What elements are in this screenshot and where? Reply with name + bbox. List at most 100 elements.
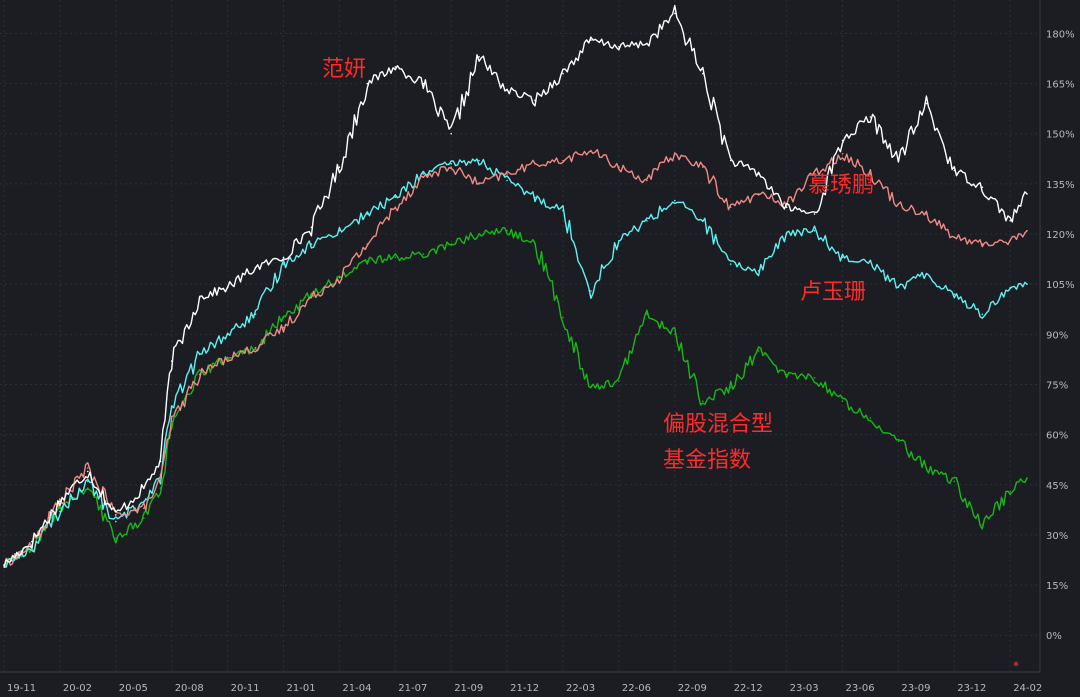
series-point-0	[646, 42, 648, 45]
x-tick-label: 22-12	[734, 683, 763, 694]
series-point-1	[702, 166, 704, 168]
series-point-0	[115, 514, 117, 516]
series-point-2	[757, 270, 760, 272]
series-point-3	[422, 253, 425, 255]
series-point-3	[450, 243, 453, 245]
grid	[0, 0, 1040, 672]
x-tick-label: 21-09	[454, 683, 483, 694]
series-point-1	[729, 206, 732, 209]
series-point-1	[1009, 239, 1011, 242]
series-point-2	[953, 293, 956, 296]
series-point-3	[59, 507, 61, 510]
series-point-1	[674, 153, 676, 155]
series-point-2	[618, 239, 620, 242]
series-point-2	[785, 233, 788, 235]
series-point-3	[841, 400, 844, 403]
series-point-2	[422, 173, 425, 175]
series-point-3	[674, 333, 676, 336]
series-point-0	[785, 206, 788, 209]
x-tick-label: 23-12	[957, 683, 986, 694]
series-point-3	[506, 229, 508, 232]
series-point-1	[757, 193, 760, 195]
series-point-0	[590, 39, 592, 41]
series-point-0	[87, 470, 89, 473]
series-point-3	[115, 537, 117, 540]
series-point-2	[813, 229, 816, 232]
series-point-1	[506, 173, 508, 175]
series-point-1	[646, 179, 648, 182]
series-point-0	[813, 213, 816, 215]
series-point-0	[757, 173, 760, 175]
label-index-line1: 偏股混合型	[663, 412, 773, 437]
series-point-1	[254, 346, 257, 349]
series-point-3	[159, 487, 162, 489]
x-tick-label: 20-08	[175, 683, 204, 694]
series-point-0	[310, 226, 313, 229]
series-point-3	[953, 480, 956, 483]
series-point-2	[925, 273, 928, 275]
series-point-3	[143, 517, 145, 519]
series-point-3	[757, 350, 760, 352]
series-point-1	[813, 173, 816, 175]
series-point-2	[338, 229, 341, 232]
series-point-1	[143, 507, 145, 510]
x-tick-label: 20-11	[231, 683, 260, 694]
series-point-1	[618, 166, 620, 168]
series-point-0	[506, 89, 508, 92]
series-point-2	[450, 163, 453, 165]
label-lu: 卢玉珊	[800, 280, 866, 305]
series-point-2	[506, 179, 508, 182]
series-point-2	[198, 353, 201, 356]
y-tick-label: 60%	[1046, 431, 1068, 442]
series-point-2	[534, 196, 536, 199]
series-point-1	[841, 153, 844, 155]
series-point-0	[226, 286, 229, 289]
x-tick-label: 24-02	[1013, 683, 1042, 694]
series-point-2	[310, 243, 313, 245]
series-point-3	[702, 400, 704, 403]
series-point-2	[590, 290, 592, 292]
y-tick-label: 45%	[1046, 481, 1068, 492]
y-tick-label: 0%	[1046, 631, 1062, 642]
series-point-1	[897, 203, 900, 205]
corner-marker: *	[1013, 659, 1019, 673]
x-tick-label: 23-06	[846, 683, 875, 694]
series-point-0	[422, 82, 425, 85]
series-point-2	[897, 286, 900, 289]
series-point-0	[3, 564, 5, 566]
series-point-3	[925, 467, 928, 469]
series-point-0	[953, 169, 956, 172]
series-point-0	[170, 360, 173, 362]
series-point-2	[869, 260, 872, 262]
series-point-3	[1009, 490, 1011, 493]
series-point-1	[87, 467, 89, 469]
series-point-2	[1026, 283, 1028, 286]
series-point-2	[702, 219, 704, 222]
series-line-0	[3, 4, 1028, 568]
series-point-0	[254, 266, 257, 269]
series-point-0	[478, 56, 480, 58]
series-point-3	[813, 377, 816, 379]
series-point-3	[1026, 477, 1028, 479]
series-point-3	[534, 243, 536, 245]
series-line-2	[3, 158, 1028, 568]
series-point-3	[729, 387, 732, 389]
series-point-2	[170, 407, 173, 409]
y-tick-label: 15%	[1046, 581, 1068, 592]
series-point-2	[729, 263, 732, 265]
y-tick-label: 90%	[1046, 330, 1068, 341]
series-point-1	[534, 163, 536, 165]
series-point-0	[59, 500, 61, 503]
series-point-2	[646, 219, 648, 222]
series-point-0	[394, 66, 397, 68]
label-index-line2: 基金指数	[663, 448, 751, 473]
series-point-2	[394, 196, 397, 199]
series-point-3	[366, 260, 369, 262]
x-tick-label: 21-12	[510, 683, 539, 694]
x-tick-label: 23-03	[790, 683, 819, 694]
series-point-0	[1009, 219, 1011, 222]
series-point-1	[198, 373, 201, 376]
series-point-1	[869, 173, 872, 175]
